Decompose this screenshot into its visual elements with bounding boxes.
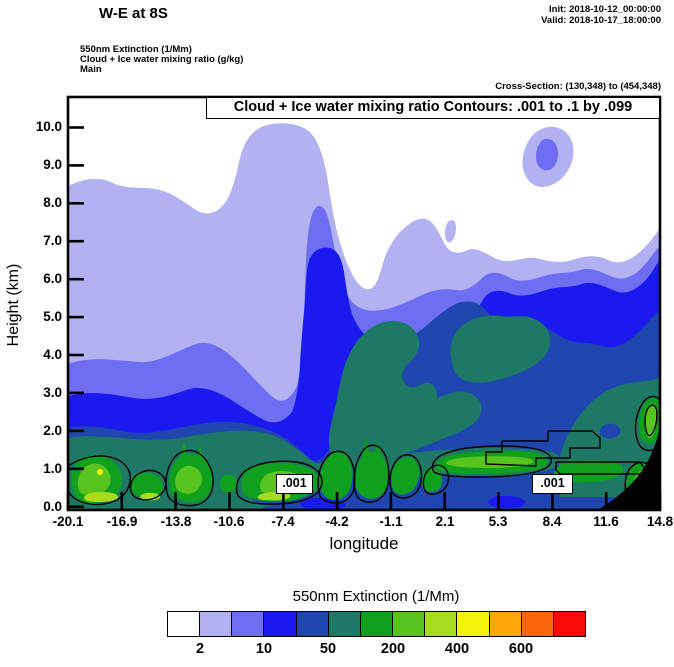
colorbar-cell	[232, 612, 265, 636]
x-tick-label: -16.9	[106, 514, 138, 529]
y-tick-label: 2.0	[43, 423, 62, 438]
colorbar-title: 550nm Extinction (1/Mm)	[292, 588, 460, 605]
cross-section-label: Cross-Section: (130,348) to (454,348)	[495, 81, 661, 92]
colorbar-cell	[360, 612, 394, 636]
colorbar-cell	[425, 612, 458, 636]
x-tick-label: -1.1	[379, 514, 403, 529]
colorbar-cell	[200, 612, 233, 636]
y-tick-label: 9.0	[43, 157, 62, 172]
valid-time: Valid: 2018-10-17_18:00:00	[541, 15, 661, 26]
x-tick-label: 2.1	[435, 514, 455, 529]
region-ext-ge-50-right-blob	[450, 315, 551, 383]
contour-label-2: .001	[532, 474, 573, 494]
x-axis-title: longitude	[329, 534, 399, 553]
field-line-mixing-ratio: Cloud + Ice water mixing ratio (g/kg)	[80, 54, 244, 65]
x-tick-label: -4.2	[325, 514, 349, 529]
y-tick-label: 10.0	[35, 119, 62, 134]
contour-label-1: .001	[276, 474, 313, 494]
plot-inner-title: Cloud + Ice water mixing ratio Contours:…	[206, 97, 660, 119]
region-ext-ge-400-dot	[97, 469, 103, 475]
x-tick-label: 8.4	[542, 514, 562, 529]
field-line-extinction: 550nm Extinction (1/Mm)	[80, 44, 192, 55]
colorbar-cell	[264, 612, 297, 636]
pocket-navy-east	[600, 423, 621, 439]
colorbar-cell	[328, 612, 361, 636]
colorbar-cell	[489, 612, 522, 636]
colorbar-tick-label: 50	[319, 641, 337, 657]
x-tick-label: -13.8	[160, 514, 192, 529]
x-tick-label: -7.4	[271, 514, 295, 529]
pocket-blue-bottom-1	[300, 497, 346, 510]
colorbar	[167, 611, 586, 637]
colorbar-cell	[521, 612, 554, 636]
colorbar-tick-label: 200	[380, 641, 406, 657]
region-ext-ge-5-core-blob	[536, 138, 558, 171]
terrain-mask	[598, 426, 660, 510]
y-tick-label: 8.0	[43, 195, 62, 210]
region-ext-ge-300-group	[84, 492, 291, 502]
y-tick-label: 1.0	[43, 461, 62, 476]
region-ext-ge-2-sliver	[445, 220, 456, 243]
init-time: Init: 2018-10-12_00:00:00	[549, 4, 661, 15]
colorbar-tick-label: 400	[444, 641, 470, 657]
x-tick-label: 5.3	[488, 514, 508, 529]
colorbar-tick-label: 2	[195, 641, 205, 657]
colorbar-cell	[553, 612, 586, 636]
y-tick-label: 0.0	[43, 499, 62, 514]
x-tick-label: 14.8	[646, 514, 674, 529]
y-tick-label: 7.0	[43, 233, 62, 248]
y-axis-ticks	[68, 126, 84, 509]
field-line-domain: Main	[80, 64, 102, 75]
page-title: W-E at 8S	[99, 5, 168, 22]
y-tick-label: 5.0	[43, 309, 62, 324]
colorbar-cell	[296, 612, 329, 636]
colorbar-cell	[393, 612, 426, 636]
white-notch	[551, 197, 563, 231]
region-ext-ge-50-arm	[337, 391, 482, 465]
y-tick-label: 4.0	[43, 347, 62, 362]
colorbar-tick-label: 10	[255, 641, 273, 657]
y-tick-label: 3.0	[43, 385, 62, 400]
x-tick-label: -20.1	[52, 514, 84, 529]
x-tick-label: -10.6	[213, 514, 245, 529]
run-times: Init: 2018-10-12_00:00:00 Valid: 2018-10…	[541, 4, 661, 26]
colorbar-cell	[457, 612, 490, 636]
y-tick-label: 6.0	[43, 271, 62, 286]
colorbar-cell	[168, 612, 201, 636]
colorbar-tick-label: 600	[508, 641, 534, 657]
x-tick-label: 11.6	[593, 514, 619, 529]
y-axis-title: Height (km)	[5, 263, 22, 347]
field-legend: 550nm Extinction (1/Mm) Cloud + Ice wate…	[80, 45, 243, 75]
